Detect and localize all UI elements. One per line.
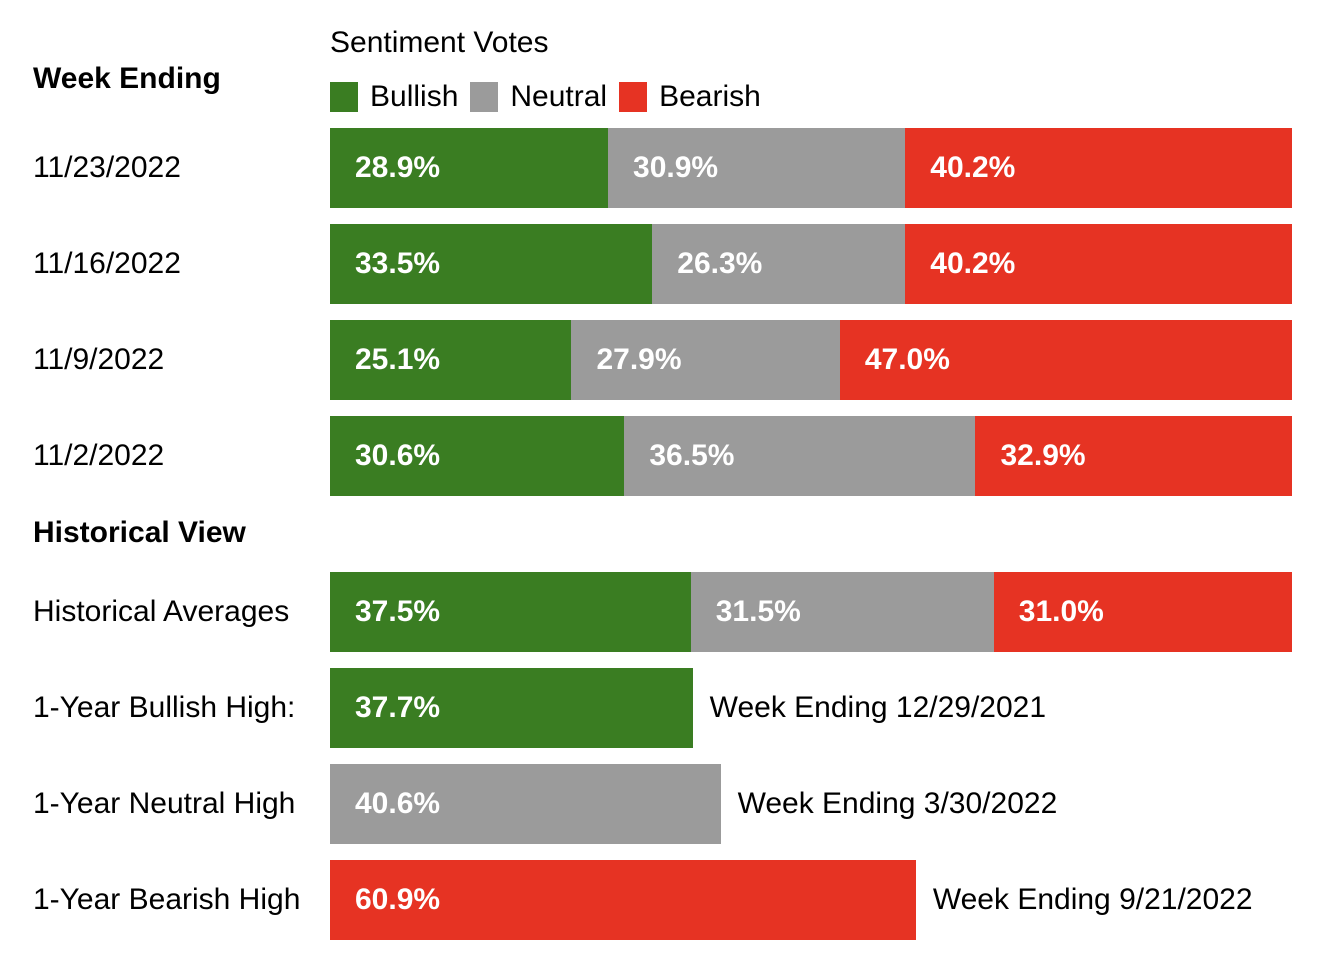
neutral-high-bar-area: 40.6% Week Ending 3/30/2022 bbox=[330, 764, 1292, 844]
segment-value-label: 27.9% bbox=[596, 343, 682, 376]
chart-header: Week Ending Sentiment Votes Bullish Neut… bbox=[33, 0, 1330, 114]
historical-averages-row: Historical Averages 37.5% 31.5% 31.0% bbox=[33, 572, 1330, 652]
bar-segment-neutral: 40.6% bbox=[330, 764, 721, 844]
bar-segment-neutral: 27.9% bbox=[571, 320, 840, 400]
bar-segment-bullish: 33.5% bbox=[330, 224, 653, 304]
bullish-high-label: 1-Year Bullish High: bbox=[33, 691, 296, 724]
segment-value-label: 37.7% bbox=[355, 691, 441, 724]
segment-value-label: 31.0% bbox=[1018, 595, 1104, 628]
bar-segment-neutral: 36.5% bbox=[624, 416, 976, 496]
historical-rows: Historical Averages 37.5% 31.5% 31.0% 1-… bbox=[33, 572, 1330, 940]
legend-label-bearish: Bearish bbox=[659, 80, 761, 113]
week-row: 11/9/2022 25.1% 27.9% 47.0% bbox=[33, 320, 1330, 400]
sentiment-bar: 25.1% 27.9% 47.0% bbox=[330, 320, 1292, 400]
week-row: 11/23/2022 28.9% 30.9% 40.2% bbox=[33, 128, 1330, 208]
segment-value-label: 26.3% bbox=[677, 247, 763, 280]
week-label: 11/2/2022 bbox=[33, 439, 165, 472]
bearish-high-caption: Week Ending 9/21/2022 bbox=[932, 883, 1253, 916]
segment-value-label: 30.6% bbox=[355, 439, 441, 472]
week-row: 11/16/2022 33.5% 26.3% 40.2% bbox=[33, 224, 1330, 304]
segment-value-label: 37.5% bbox=[355, 595, 441, 628]
chart-legend: Bullish Neutral Bearish bbox=[330, 80, 773, 114]
neutral-swatch-icon bbox=[470, 82, 499, 112]
neutral-high-label: 1-Year Neutral High bbox=[33, 787, 296, 820]
bar-segment-bullish: 28.9% bbox=[330, 128, 609, 208]
legend-item-neutral: Neutral bbox=[470, 80, 607, 114]
bullish-swatch-icon bbox=[330, 82, 358, 112]
bearish-swatch-icon bbox=[619, 82, 648, 112]
segment-value-label: 40.2% bbox=[930, 247, 1016, 280]
legend-label-bullish: Bullish bbox=[370, 80, 459, 113]
bar-segment-bearish: 40.2% bbox=[905, 128, 1292, 208]
sentiment-bar: 33.5% 26.3% 40.2% bbox=[330, 224, 1292, 304]
neutral-high-row: 1-Year Neutral High 40.6% Week Ending 3/… bbox=[33, 764, 1330, 844]
segment-value-label: 60.9% bbox=[355, 883, 441, 916]
legend-label-neutral: Neutral bbox=[510, 80, 608, 113]
bar-segment-neutral: 30.9% bbox=[608, 128, 906, 208]
chart-title: Sentiment Votes bbox=[330, 26, 549, 59]
historical-view-heading: Historical View bbox=[33, 516, 246, 549]
legend-item-bullish: Bullish bbox=[330, 80, 458, 114]
bullish-high-row: 1-Year Bullish High: 37.7% Week Ending 1… bbox=[33, 668, 1330, 748]
segment-value-label: 40.6% bbox=[355, 787, 441, 820]
historical-averages-bar: 37.5% 31.5% 31.0% bbox=[330, 572, 1292, 652]
bar-segment-bullish: 37.5% bbox=[330, 572, 691, 652]
segment-value-label: 36.5% bbox=[649, 439, 735, 472]
bar-segment-bullish: 37.7% bbox=[330, 668, 693, 748]
bar-segment-bullish: 25.1% bbox=[330, 320, 572, 400]
chart-title-block: Sentiment Votes Bullish Neutral Bearish bbox=[330, 0, 773, 114]
bar-segment-neutral: 26.3% bbox=[652, 224, 906, 304]
bullish-high-caption: Week Ending 12/29/2021 bbox=[709, 691, 1047, 724]
bar-segment-bearish: 32.9% bbox=[975, 416, 1292, 496]
segment-value-label: 33.5% bbox=[355, 247, 441, 280]
week-ending-column-header: Week Ending bbox=[33, 62, 221, 95]
segment-value-label: 25.1% bbox=[355, 343, 441, 376]
bar-segment-bearish: 60.9% bbox=[330, 860, 916, 940]
sentiment-chart-page: Week Ending Sentiment Votes Bullish Neut… bbox=[33, 0, 1330, 940]
week-label: 11/16/2022 bbox=[33, 247, 181, 280]
bearish-high-label: 1-Year Bearish High bbox=[33, 883, 301, 916]
bar-segment-bearish: 40.2% bbox=[905, 224, 1292, 304]
sentiment-bar: 30.6% 36.5% 32.9% bbox=[330, 416, 1292, 496]
bearish-high-bar-area: 60.9% Week Ending 9/21/2022 bbox=[330, 860, 1292, 940]
bearish-high-row: 1-Year Bearish High 60.9% Week Ending 9/… bbox=[33, 860, 1330, 940]
bar-segment-bearish: 47.0% bbox=[839, 320, 1292, 400]
week-label: 11/23/2022 bbox=[33, 151, 181, 184]
sentiment-bar: 28.9% 30.9% 40.2% bbox=[330, 128, 1292, 208]
bar-segment-neutral: 31.5% bbox=[690, 572, 994, 652]
bar-segment-bullish: 30.6% bbox=[330, 416, 625, 496]
segment-value-label: 30.9% bbox=[633, 151, 719, 184]
segment-value-label: 32.9% bbox=[1000, 439, 1086, 472]
legend-item-bearish: Bearish bbox=[619, 80, 761, 114]
segment-value-label: 47.0% bbox=[864, 343, 950, 376]
week-label: 11/9/2022 bbox=[33, 343, 165, 376]
bar-segment-bearish: 31.0% bbox=[993, 572, 1292, 652]
week-row: 11/2/2022 30.6% 36.5% 32.9% bbox=[33, 416, 1330, 496]
segment-value-label: 28.9% bbox=[355, 151, 441, 184]
neutral-high-caption: Week Ending 3/30/2022 bbox=[737, 787, 1058, 820]
historical-averages-label: Historical Averages bbox=[33, 595, 290, 628]
weekly-sentiment-rows: 11/23/2022 28.9% 30.9% 40.2% 11/16/2022 … bbox=[33, 128, 1330, 496]
bullish-high-bar-area: 37.7% Week Ending 12/29/2021 bbox=[330, 668, 1292, 748]
segment-value-label: 31.5% bbox=[715, 595, 801, 628]
segment-value-label: 40.2% bbox=[930, 151, 1016, 184]
